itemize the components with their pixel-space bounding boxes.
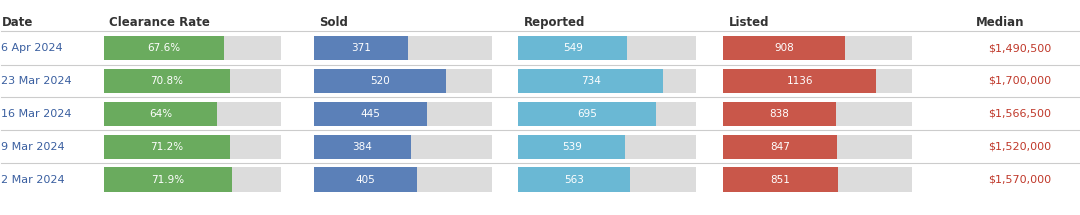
Text: 2 Mar 2024: 2 Mar 2024 <box>1 175 65 185</box>
FancyBboxPatch shape <box>104 102 282 126</box>
Text: $1,520,000: $1,520,000 <box>988 142 1051 152</box>
Text: $1,490,500: $1,490,500 <box>988 43 1051 53</box>
Text: 23 Mar 2024: 23 Mar 2024 <box>1 76 72 86</box>
FancyBboxPatch shape <box>518 167 697 192</box>
FancyBboxPatch shape <box>104 36 224 60</box>
FancyBboxPatch shape <box>518 69 663 93</box>
FancyBboxPatch shape <box>724 135 912 159</box>
FancyBboxPatch shape <box>104 135 282 159</box>
FancyBboxPatch shape <box>104 36 282 60</box>
FancyBboxPatch shape <box>724 135 837 159</box>
Text: $1,570,000: $1,570,000 <box>988 175 1051 185</box>
FancyBboxPatch shape <box>314 36 491 60</box>
FancyBboxPatch shape <box>104 69 230 93</box>
Text: 520: 520 <box>370 76 390 86</box>
Text: 563: 563 <box>564 175 584 185</box>
Text: 1136: 1136 <box>786 76 813 86</box>
Text: 6 Apr 2024: 6 Apr 2024 <box>1 43 63 53</box>
Text: $1,566,500: $1,566,500 <box>988 109 1051 119</box>
FancyBboxPatch shape <box>104 167 231 192</box>
FancyBboxPatch shape <box>314 102 491 126</box>
FancyBboxPatch shape <box>518 102 697 126</box>
Text: 851: 851 <box>770 175 791 185</box>
FancyBboxPatch shape <box>518 36 697 60</box>
FancyBboxPatch shape <box>518 167 630 192</box>
Text: 695: 695 <box>577 109 597 119</box>
FancyBboxPatch shape <box>104 69 282 93</box>
FancyBboxPatch shape <box>314 36 408 60</box>
Text: 70.8%: 70.8% <box>150 76 184 86</box>
Text: 71.9%: 71.9% <box>151 175 185 185</box>
Text: $1,700,000: $1,700,000 <box>988 76 1051 86</box>
Text: Sold: Sold <box>320 16 348 29</box>
FancyBboxPatch shape <box>724 69 912 93</box>
FancyBboxPatch shape <box>724 167 912 192</box>
Text: 847: 847 <box>770 142 791 152</box>
Text: 549: 549 <box>563 43 582 53</box>
FancyBboxPatch shape <box>724 36 846 60</box>
FancyBboxPatch shape <box>104 135 230 159</box>
FancyBboxPatch shape <box>518 135 697 159</box>
Text: 734: 734 <box>581 76 600 86</box>
FancyBboxPatch shape <box>314 167 491 192</box>
FancyBboxPatch shape <box>724 69 876 93</box>
FancyBboxPatch shape <box>518 135 625 159</box>
FancyBboxPatch shape <box>724 167 838 192</box>
FancyBboxPatch shape <box>724 102 836 126</box>
Text: 16 Mar 2024: 16 Mar 2024 <box>1 109 72 119</box>
FancyBboxPatch shape <box>314 69 491 93</box>
Text: Median: Median <box>976 16 1025 29</box>
FancyBboxPatch shape <box>104 167 282 192</box>
Text: 405: 405 <box>355 175 375 185</box>
FancyBboxPatch shape <box>314 69 446 93</box>
FancyBboxPatch shape <box>314 135 491 159</box>
Text: Date: Date <box>1 16 32 29</box>
FancyBboxPatch shape <box>104 102 217 126</box>
Text: Reported: Reported <box>524 16 585 29</box>
FancyBboxPatch shape <box>314 102 427 126</box>
FancyBboxPatch shape <box>518 36 626 60</box>
FancyBboxPatch shape <box>314 167 417 192</box>
Text: 445: 445 <box>361 109 380 119</box>
Text: 71.2%: 71.2% <box>150 142 184 152</box>
Text: 67.6%: 67.6% <box>147 43 180 53</box>
FancyBboxPatch shape <box>518 69 697 93</box>
Text: 9 Mar 2024: 9 Mar 2024 <box>1 142 65 152</box>
Text: Listed: Listed <box>729 16 769 29</box>
Text: 908: 908 <box>774 43 794 53</box>
Text: 838: 838 <box>770 109 789 119</box>
Text: 371: 371 <box>351 43 370 53</box>
FancyBboxPatch shape <box>724 102 912 126</box>
FancyBboxPatch shape <box>518 102 656 126</box>
FancyBboxPatch shape <box>314 135 411 159</box>
Text: 539: 539 <box>562 142 582 152</box>
Text: 64%: 64% <box>149 109 172 119</box>
Text: Clearance Rate: Clearance Rate <box>109 16 210 29</box>
Text: 384: 384 <box>352 142 373 152</box>
FancyBboxPatch shape <box>724 36 912 60</box>
